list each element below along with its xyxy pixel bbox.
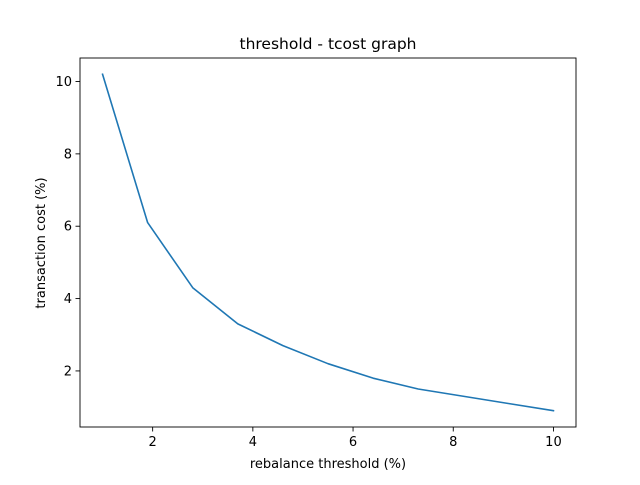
x-tick-label: 2 (149, 435, 157, 450)
y-axis-label: transaction cost (%) (34, 177, 49, 308)
chart-title: threshold - tcost graph (240, 35, 417, 53)
x-tick-label: 6 (349, 435, 357, 450)
y-tick-label: 10 (55, 75, 72, 90)
axes-frame (79, 57, 577, 428)
y-tick-label: 6 (64, 220, 72, 235)
x-tick-label: 10 (545, 435, 562, 450)
x-axis-label: rebalance threshold (%) (250, 457, 406, 472)
plot-area: 2 4 6 8 10 2 4 6 8 10 (55, 57, 577, 450)
y-tick-label: 8 (64, 147, 72, 162)
x-tick-label: 4 (249, 435, 257, 450)
y-tick-label: 4 (64, 292, 72, 307)
y-tick-label: 2 (64, 364, 72, 379)
series-line-0 (101, 73, 555, 412)
x-tick-label: 8 (449, 435, 457, 450)
